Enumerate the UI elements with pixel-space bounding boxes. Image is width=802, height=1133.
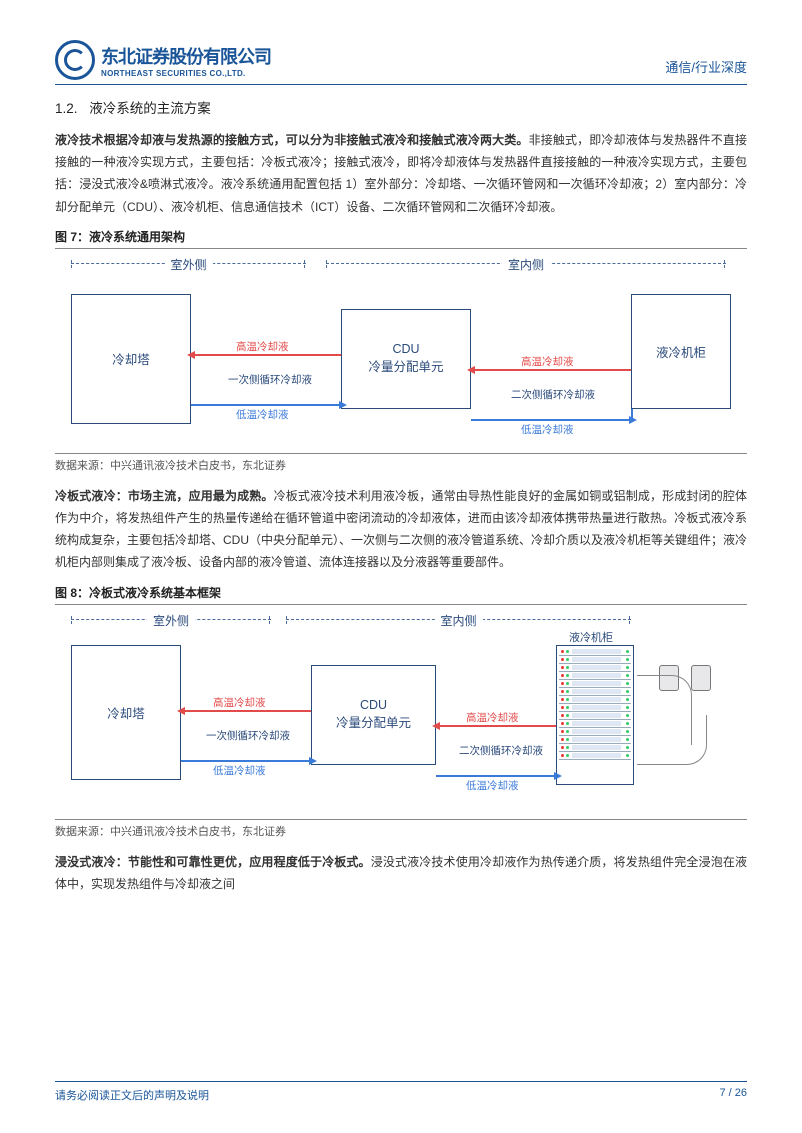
f8-secondary-hot-label: 高温冷却液 [466, 710, 519, 725]
cabinet-row [559, 720, 631, 728]
f8-outdoor-bracket: 室外侧 [71, 619, 271, 620]
f8-cabinet-title: 液冷机柜 [569, 629, 613, 645]
logo-icon [55, 40, 95, 80]
section-number: 1.2. [55, 101, 78, 116]
f8-cdu-node: CDU 冷量分配单元 [311, 665, 436, 765]
para3-strong: 浸没式液冷：节能性和可靠性更优，应用程度低于冷板式。 [55, 855, 371, 869]
primary-cold-line [191, 404, 341, 406]
page-footer: 请务必阅读正文后的声明及说明 7 / 26 [55, 1081, 747, 1103]
secondary-cold-label: 低温冷却液 [521, 422, 574, 437]
cabinet-row [559, 656, 631, 664]
f8-primary-cold-label: 低温冷却液 [213, 763, 266, 778]
cabinet-row [559, 672, 631, 680]
f8-secondary-hot-arrow [432, 722, 440, 730]
page-header: 东北证券股份有限公司 NORTHEAST SECURITIES CO.,LTD.… [55, 40, 747, 85]
outdoor-bracket: 室外侧 [71, 263, 306, 264]
f8-secondary-cold-label: 低温冷却液 [466, 778, 519, 793]
figure7-box: 室外侧 室内侧 冷却塔 CDU 冷量分配单元 液冷机柜 高温冷却液 低温冷却液 … [55, 251, 747, 453]
figure7-diagram: 室外侧 室内侧 冷却塔 CDU 冷量分配单元 液冷机柜 高温冷却液 低温冷却液 … [61, 259, 741, 449]
primary-cold-arrow [339, 401, 347, 409]
f8-secondary-hot-line [436, 725, 556, 727]
figure8-diagram: 室外侧 室内侧 冷却塔 CDU 冷量分配单元 液冷机柜 高温冷却液 低温冷却液 [61, 615, 741, 815]
company-name-cn: 东北证券股份有限公司 [101, 43, 271, 69]
secondary-cold-line [471, 419, 631, 421]
paragraph-immersion: 浸没式液冷：节能性和可靠性更优，应用程度低于冷板式。浸没式液冷技术使用冷却液作为… [55, 851, 747, 895]
f8-primary-hot-line [181, 710, 311, 712]
primary-loop-label: 一次侧循环冷却液 [228, 372, 312, 387]
report-category: 通信/行业深度 [665, 57, 747, 80]
secondary-hot-arrow [467, 366, 475, 374]
figure8-source: 数据来源：中兴通讯液冷技术白皮书，东北证券 [55, 819, 747, 839]
secondary-hot-line [471, 369, 631, 371]
cabinet-row [559, 648, 631, 656]
footer-note: 请务必阅读正文后的声明及说明 [55, 1087, 209, 1103]
paragraph-intro: 液冷技术根据冷却液与发热源的接触方式，可以分为非接触式液冷和接触式液冷两大类。非… [55, 129, 747, 218]
f8-tower-label: 冷却塔 [107, 703, 145, 722]
f8-secondary-loop-label: 二次侧循环冷却液 [459, 743, 543, 758]
f8-cabinet-rack [556, 645, 634, 785]
cabinet-row [559, 680, 631, 688]
cabinet-label: 液冷机柜 [656, 342, 706, 361]
cabinet-row [559, 688, 631, 696]
primary-hot-arrow [187, 351, 195, 359]
cdu-node: CDU 冷量分配单元 [341, 309, 471, 409]
figure7-source: 数据来源：中兴通讯液冷技术白皮书，东北证券 [55, 453, 747, 473]
outdoor-bracket-label: 室外侧 [164, 256, 212, 273]
indoor-bracket-label: 室内侧 [502, 256, 550, 273]
indoor-bracket: 室内侧 [326, 263, 726, 264]
cooling-tower-label: 冷却塔 [112, 349, 150, 368]
cabinet-row [559, 736, 631, 744]
secondary-hot-label: 高温冷却液 [521, 354, 574, 369]
cabinet-row [559, 752, 631, 760]
f8-secondary-cold-line [436, 775, 556, 777]
section-title: 1.2. 液冷系统的主流方案 [55, 97, 747, 117]
para1-strong: 液冷技术根据冷却液与发热源的接触方式，可以分为非接触式液冷和接触式液冷两大类。 [55, 133, 529, 147]
figure7-label: 图 7：液冷系统通用架构 [55, 228, 747, 249]
paragraph-coldplate: 冷板式液冷：市场主流，应用最为成熟。冷板式液冷技术利用液冷板，通常由导热性能良好… [55, 485, 747, 574]
f8-primary-cold-arrow [309, 757, 317, 765]
cabinet-row [559, 712, 631, 720]
f8-primary-hot-arrow [177, 707, 185, 715]
primary-cold-label: 低温冷却液 [236, 407, 289, 422]
f8-primary-loop-label: 一次侧循环冷却液 [206, 728, 290, 743]
f8-outdoor-label: 室外侧 [147, 612, 195, 629]
f8-cdu-label-2: 冷量分配单元 [336, 712, 411, 731]
company-logo-block: 东北证券股份有限公司 NORTHEAST SECURITIES CO.,LTD. [55, 40, 271, 80]
cabinet-row [559, 696, 631, 704]
footer-page: 7 / 26 [719, 1087, 747, 1103]
f8-cdu-label-1: CDU [360, 698, 387, 712]
cabinet-row [559, 744, 631, 752]
cabinet-row [559, 704, 631, 712]
primary-hot-line [191, 354, 341, 356]
cooling-tower-node: 冷却塔 [71, 294, 191, 424]
f8-indoor-bracket: 室内侧 [286, 619, 631, 620]
primary-hot-label: 高温冷却液 [236, 339, 289, 354]
figure8-label: 图 8：冷板式液冷系统基本框架 [55, 584, 747, 605]
company-name-en: NORTHEAST SECURITIES CO.,LTD. [101, 69, 271, 78]
secondary-loop-label: 二次侧循环冷却液 [511, 387, 595, 402]
cabinet-row [559, 728, 631, 736]
figure8-box: 室外侧 室内侧 冷却塔 CDU 冷量分配单元 液冷机柜 高温冷却液 低温冷却液 [55, 607, 747, 819]
cabinet-row [559, 664, 631, 672]
manifold-icon-2 [691, 665, 711, 691]
cabinet-cold-drop [631, 409, 633, 421]
section-title-text: 液冷系统的主流方案 [89, 101, 211, 116]
f8-secondary-cold-arrow [554, 772, 562, 780]
cdu-label-1: CDU [392, 342, 419, 356]
f8-tower-node: 冷却塔 [71, 645, 181, 780]
cabinet-node: 液冷机柜 [631, 294, 731, 409]
f8-indoor-label: 室内侧 [434, 612, 482, 629]
para2-strong: 冷板式液冷：市场主流，应用最为成熟。 [55, 489, 274, 503]
cdu-label-2: 冷量分配单元 [368, 356, 443, 375]
f8-primary-hot-label: 高温冷却液 [213, 695, 266, 710]
f8-primary-cold-line [181, 760, 311, 762]
hose-bottom [637, 715, 707, 765]
